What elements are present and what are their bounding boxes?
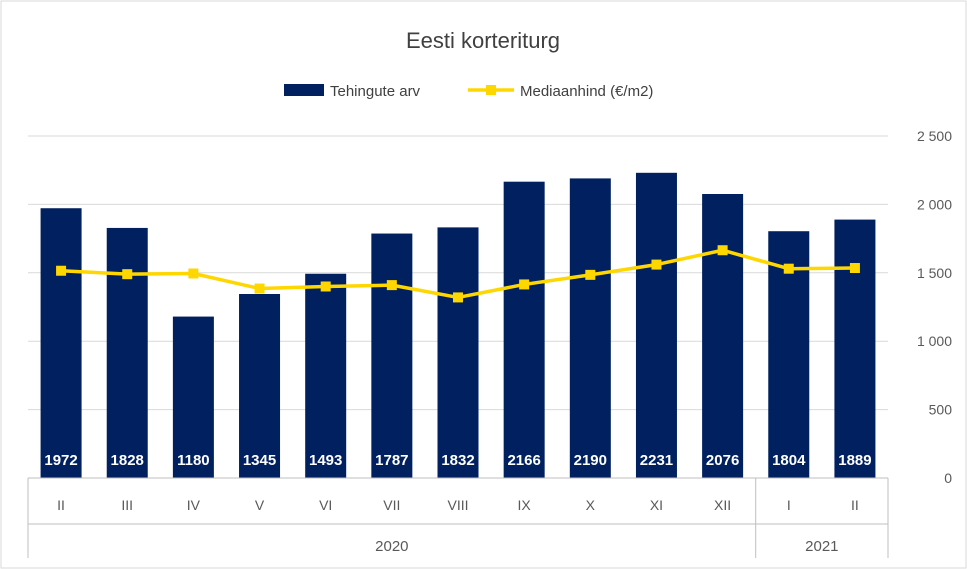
bar-data-label: 1972: [44, 452, 77, 469]
bar: [834, 219, 876, 479]
bar: [172, 316, 214, 478]
bar-data-label: 2076: [706, 452, 739, 469]
y-axis: 0 500 1 000 1 500 2 000 2 500: [917, 128, 952, 486]
bar-data-label: 1804: [772, 452, 806, 469]
line-point: [783, 263, 794, 274]
bar-data-label: 1832: [441, 452, 474, 469]
y-tick-label: 1 000: [917, 333, 952, 349]
x-tick-label: II: [57, 497, 65, 513]
legend: Tehingute arv Mediaanhind (€/m2): [284, 83, 653, 100]
bar: [569, 178, 611, 478]
bar-data-label: 1889: [838, 452, 871, 469]
line-point: [320, 281, 331, 292]
bar: [239, 294, 281, 478]
y-tick-label: 2 500: [917, 128, 952, 144]
x-tick-label: VI: [319, 497, 332, 513]
line-point: [122, 269, 133, 280]
y-tick-label: 500: [929, 402, 953, 418]
line-series: [56, 245, 860, 303]
y-tick-label: 1 500: [917, 265, 952, 281]
bar: [702, 194, 744, 478]
x-tick-label: IV: [187, 497, 201, 513]
line-point: [849, 263, 860, 274]
bar: [371, 233, 413, 478]
legend-marker-line: [486, 85, 496, 95]
line-point: [56, 265, 67, 276]
bar-data-label: 1787: [375, 452, 408, 469]
x-tick-label: XI: [650, 497, 663, 513]
bar-data-label: 1493: [309, 452, 342, 469]
line-point: [254, 283, 265, 294]
bar-series: 1972 1828 1180 1345 1493 1787 1832 2166 2190 2231…: [40, 172, 876, 479]
y-tick-label: 2 000: [917, 196, 952, 212]
bar-data-label: 1180: [177, 452, 210, 469]
bar-data-label: 1345: [243, 452, 276, 469]
y-tick-label: 0: [944, 470, 952, 486]
bar-data-label: 1828: [111, 452, 144, 469]
line-point: [717, 245, 728, 256]
legend-label-line: Mediaanhind (€/m2): [520, 83, 653, 100]
bar: [40, 208, 82, 478]
bar: [503, 181, 545, 478]
chart-title: Eesti korteriturg: [406, 28, 560, 53]
bar: [106, 227, 148, 478]
x-tick-label: V: [255, 497, 265, 513]
line-point: [585, 269, 596, 280]
bar-data-label: 2166: [507, 452, 540, 469]
legend-label-bars: Tehingute arv: [330, 83, 421, 100]
x-tick-label: X: [586, 497, 596, 513]
x-tick-label: I: [787, 497, 791, 513]
x-tick-label: III: [121, 497, 133, 513]
legend-swatch-bars: [284, 84, 324, 96]
x-group-label: 2021: [805, 538, 838, 555]
bar-data-label: 2231: [640, 452, 673, 469]
line-point: [519, 279, 530, 290]
line-point: [386, 280, 397, 291]
x-tick-label: VII: [383, 497, 400, 513]
x-tick-label: VIII: [447, 497, 468, 513]
bar-data-label: 2190: [574, 452, 607, 469]
bar: [437, 227, 479, 478]
line-point: [188, 268, 199, 279]
line-point: [453, 292, 463, 303]
bar: [635, 172, 677, 478]
x-group-label: 2020: [375, 538, 408, 555]
x-tick-label: II: [851, 497, 859, 513]
x-tick-label: XII: [714, 497, 731, 513]
x-tick-label: IX: [518, 497, 532, 513]
bar: [305, 273, 347, 478]
line-point: [651, 259, 662, 270]
